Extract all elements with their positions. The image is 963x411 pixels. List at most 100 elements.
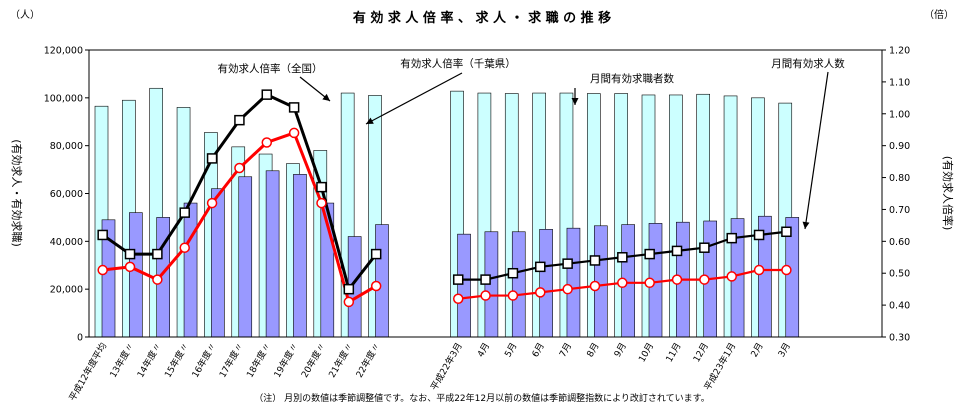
- y-tick-label: 40,000: [50, 237, 83, 248]
- national-ratio-point: [316, 181, 327, 193]
- chiba-ratio-point: [589, 280, 601, 292]
- chiba-ratio-point: [699, 274, 710, 285]
- annotation-label: 月間有効求人数: [771, 57, 845, 70]
- y-tick-label: 80,000: [50, 141, 83, 152]
- chiba-ratio-point: [644, 277, 655, 289]
- footnote: （注） 月別の数値は季節調整値です。なお、平成22年12月以前の数値は季節調整指…: [254, 392, 710, 404]
- annotation-arrow-line: [804, 71, 829, 230]
- x-tick-label: 22年度〃: [353, 341, 383, 380]
- national-ratio-point: [753, 229, 765, 241]
- x-tick-label: 5月: [503, 341, 520, 359]
- national-ratio-point: [370, 248, 382, 260]
- y2-tick-label: 1.10: [889, 77, 910, 88]
- chiba-ratio-point: [507, 290, 519, 301]
- national-ratio-point: [97, 229, 108, 241]
- national-ratio-point: [261, 89, 273, 100]
- x-tick-label: 12月: [691, 341, 711, 364]
- national-ratio-point: [562, 258, 573, 269]
- x-tick-label: 14年度〃: [134, 341, 164, 380]
- annotation-label: 有効求人倍率（全国）: [218, 62, 323, 75]
- national-ratio-point: [179, 207, 190, 218]
- national-ratio-point: [452, 274, 464, 285]
- y-axis-label: (有効求人・有効求職): [10, 139, 24, 247]
- y2-tick-label: 0.50: [889, 269, 910, 280]
- y2-tick-label: 0.40: [889, 301, 910, 312]
- chiba-ratio-point: [726, 271, 737, 282]
- chiba-ratio-point: [671, 274, 683, 285]
- x-tick-label: 15年度〃: [162, 341, 192, 380]
- chiba-ratio-point: [535, 287, 546, 298]
- bar-job-offers: [265, 170, 280, 338]
- chiba-ratio-point: [206, 197, 218, 209]
- chiba-ratio-point: [562, 283, 573, 295]
- x-tick-label: 11月: [664, 341, 684, 364]
- annotation-label: 月間有効求職者数: [590, 72, 674, 85]
- annotation-arrow-line: [365, 72, 463, 125]
- x-tick-label: 8月: [585, 341, 602, 359]
- national-ratio-point: [671, 245, 683, 257]
- chiba-ratio-point: [152, 274, 163, 285]
- chiba-ratio-point: [370, 280, 382, 292]
- chiba-ratio-point: [234, 162, 245, 174]
- x-tick-label: 20年度〃: [298, 341, 328, 380]
- x-tick-label: 9月: [612, 341, 629, 359]
- annotation-arrowhead: [802, 221, 810, 229]
- national-ratio-point: [589, 255, 601, 266]
- chiba-ratio-point: [781, 264, 792, 276]
- bar-job-offers: [511, 231, 526, 338]
- annotation-arrowhead: [366, 117, 374, 124]
- national-ratio-point: [206, 153, 218, 164]
- chiba-ratio-point: [261, 137, 273, 148]
- x-tick-label: 17年度〃: [216, 341, 246, 380]
- national-ratio-point: [535, 261, 546, 273]
- national-ratio-point: [781, 226, 792, 238]
- y-tick-label: 100,000: [44, 93, 83, 104]
- chiba-ratio-point: [288, 127, 300, 139]
- x-tick-label: 13年度〃: [107, 341, 137, 380]
- bar-job-offers: [539, 229, 553, 338]
- x-tick-label: 10月: [637, 341, 657, 364]
- plot-frame: [88, 49, 883, 338]
- y2-tick-label: 1.20: [889, 46, 910, 57]
- bar-job-offers: [293, 174, 307, 338]
- national-ratio-point: [288, 102, 300, 113]
- annotation-arrowhead: [322, 93, 330, 101]
- national-ratio-point: [507, 267, 519, 279]
- national-ratio-point: [644, 248, 655, 260]
- y2-tick-label: 0.80: [889, 173, 910, 184]
- bar-job-offers: [129, 212, 143, 338]
- x-tick-label: 21年度〃: [326, 341, 356, 380]
- chiba-ratio-point: [124, 261, 136, 273]
- y2-tick-label: 1.00: [889, 109, 910, 120]
- chiba-ratio-point: [753, 264, 765, 276]
- y-tick-label: 120,000: [44, 46, 83, 57]
- bar-job-offers: [457, 233, 471, 338]
- y-tick-label: 20,000: [50, 285, 83, 296]
- y2-tick-label: 0.30: [889, 333, 910, 344]
- x-tick-label: 平成22年3月: [428, 341, 465, 393]
- left-unit-label: （人）: [10, 9, 40, 21]
- x-tick-label: 16年度〃: [189, 341, 219, 380]
- chiba-ratio-point: [617, 277, 628, 289]
- annotation-label: 有効求人倍率（千葉県）: [400, 57, 516, 70]
- bar-job-offers: [375, 224, 389, 338]
- annotation-arrowhead: [571, 98, 579, 105]
- y-tick-label: 60,000: [50, 189, 83, 200]
- chart-title: 有 効 求 人 倍 率 、 求 人 ・ 求 職 の 推 移: [353, 10, 611, 26]
- bar-job-offers: [211, 188, 225, 338]
- x-tick-label: 6月: [530, 341, 547, 359]
- x-tick-label: 平成12年度平均: [66, 341, 109, 404]
- x-tick-label: 3月: [776, 341, 793, 359]
- x-tick-label: 2月: [749, 341, 766, 359]
- national-ratio-point: [699, 242, 710, 253]
- national-ratio-point: [617, 252, 628, 263]
- y-tick-label: 0: [77, 333, 83, 344]
- national-ratio-point: [124, 248, 136, 260]
- y2-tick-label: 0.60: [889, 237, 910, 248]
- y2-tick-label: 0.90: [889, 141, 910, 152]
- national-ratio-point: [480, 274, 491, 285]
- national-ratio-point: [343, 283, 355, 295]
- x-tick-label: 18年度〃: [244, 341, 274, 380]
